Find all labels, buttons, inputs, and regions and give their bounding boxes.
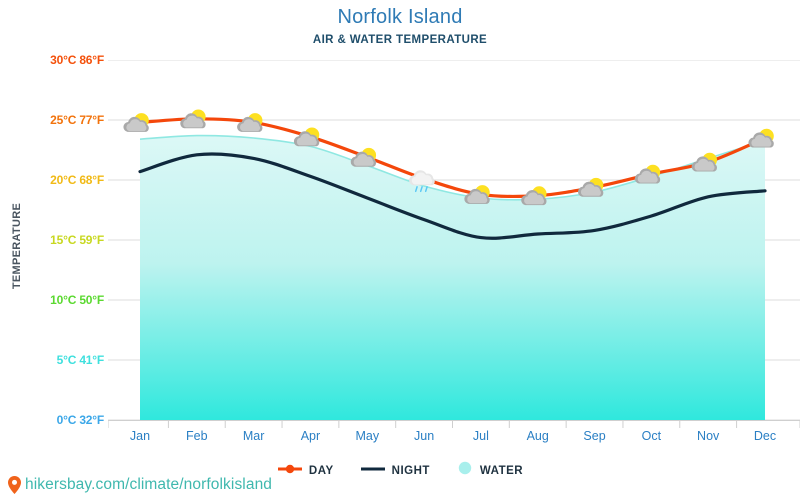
x-axis-tick-label-jan: Jan — [129, 429, 151, 443]
y-axis-tick-label: 20°C 68°F — [50, 173, 104, 187]
sun-behind-cloud-icon — [464, 185, 490, 204]
legend-item-water[interactable]: WATER — [456, 461, 523, 480]
sun-behind-cloud-icon — [634, 164, 661, 184]
y-axis-tick-label: 5°C 41°F — [56, 353, 105, 367]
y-axis-tick-label: 30°C 86°F — [50, 53, 104, 67]
sun-behind-cloud-icon — [748, 128, 774, 148]
sun-behind-cloud-icon — [691, 152, 717, 172]
legend-night-marker-icon — [360, 462, 386, 480]
legend-water-marker-icon — [456, 461, 474, 480]
location-pin-icon — [8, 476, 21, 494]
y-axis-tick-label: 10°C 50°F — [50, 293, 104, 307]
legend-item-night[interactable]: NIGHT — [360, 462, 430, 480]
x-axis-tick-label-apr: Apr — [300, 429, 321, 443]
sun-behind-cloud-icon — [521, 186, 547, 206]
sun-behind-cloud-icon — [577, 177, 604, 197]
sun-behind-cloud-icon — [293, 127, 320, 147]
rain-cloud-icon — [409, 170, 435, 193]
night-line — [138, 152, 767, 240]
sun-behind-cloud-icon — [180, 109, 206, 129]
water-area-series — [139, 134, 766, 420]
y-axis-tick-label: 15°C 59°F — [50, 233, 104, 247]
x-axis-tick-label-nov: Nov — [697, 429, 720, 443]
x-axis-tick-label-jun: Jun — [414, 429, 435, 443]
x-axis-ticks — [108, 420, 800, 428]
temperature-chart-svg — [108, 60, 800, 420]
legend-day-marker-icon — [277, 462, 303, 480]
x-axis-tick-label-aug: Aug — [526, 429, 549, 443]
chart-plot-area — [108, 60, 800, 420]
sun-behind-cloud-icon — [123, 113, 149, 132]
x-axis-tick-label-dec: Dec — [753, 429, 777, 443]
x-axis: Jan Feb Mar Apr May Jun Jul Aug Sep Oct Nov Dec — [108, 420, 800, 450]
legend-label: DAY — [308, 464, 334, 477]
y-axis-tick-label: 25°C 77°F — [50, 113, 104, 127]
y-axis-tick-label: 0°C 32°F — [56, 413, 105, 427]
x-axis-tick-label-jul: Jul — [472, 429, 489, 443]
night-line-series — [138, 152, 767, 240]
footer: hikersbay.com/climate/norfolkisland — [8, 476, 272, 494]
x-axis-tick-label-mar: Mar — [242, 429, 265, 443]
y-axis: TEMPERATURE 30°C 86°F 25°C 77°F 20°C 68°F 1… — [0, 0, 104, 500]
chart-legend: DAY NIGHT WATER — [0, 461, 800, 480]
x-axis-tick-label-may: May — [355, 429, 380, 443]
sun-behind-cloud-icon — [350, 147, 377, 167]
legend-label: WATER — [479, 464, 524, 477]
x-axis-tick-label-feb: Feb — [186, 429, 208, 443]
chart-subtitle: AIR & WATER TEMPERATURE — [312, 34, 488, 46]
sun-behind-cloud-icon — [237, 113, 263, 132]
x-axis-tick-label-sep: Sep — [583, 429, 606, 443]
water-area-fill — [140, 135, 765, 420]
x-axis-tick-label-oct: Oct — [641, 429, 662, 443]
legend-item-day[interactable]: DAY — [277, 462, 334, 480]
legend-label: NIGHT — [391, 464, 430, 477]
page-title: Norfolk Island — [337, 6, 463, 28]
source-url[interactable]: hikersbay.com/climate/norfolkisland — [25, 476, 273, 493]
weather-icons-group — [123, 109, 774, 206]
